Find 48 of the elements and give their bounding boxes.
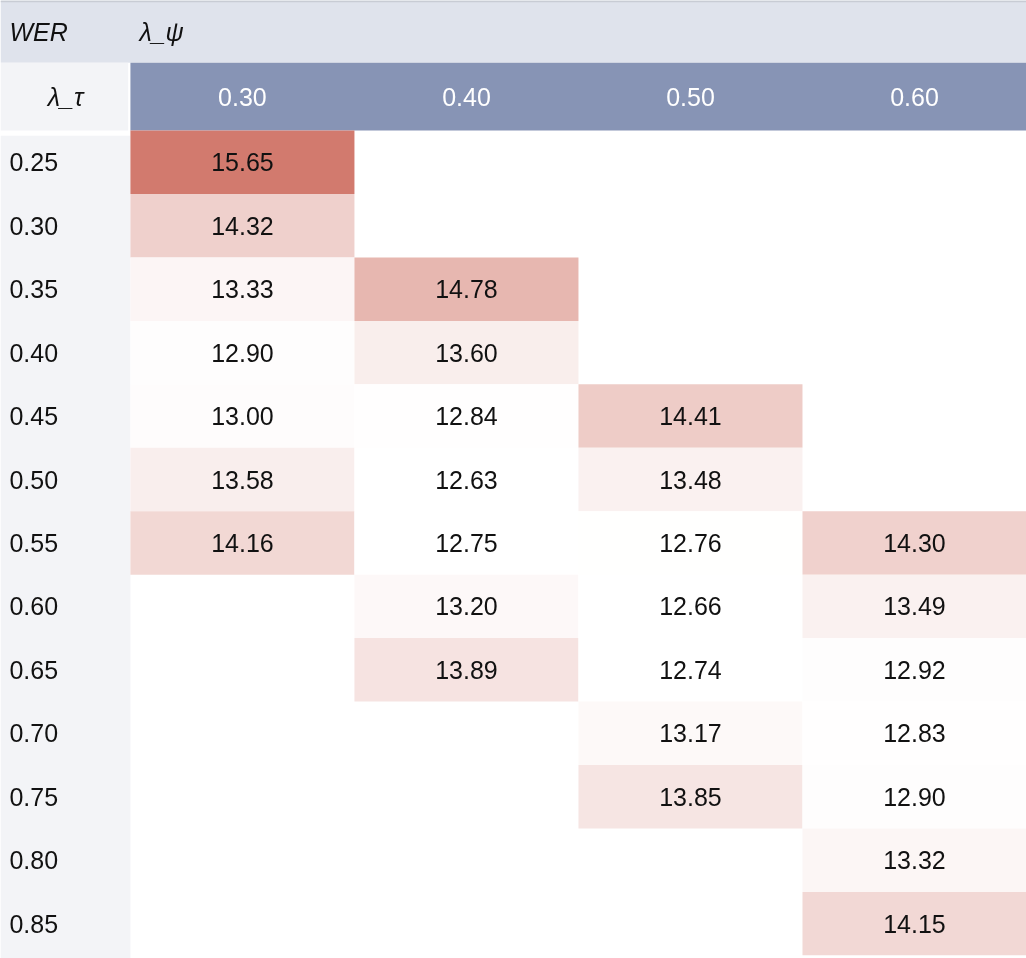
data-label: 13.20 xyxy=(435,592,498,621)
data-label: 13.48 xyxy=(659,465,722,494)
data-label: 12.66 xyxy=(659,592,722,621)
data-label: 13.60 xyxy=(435,338,498,367)
data-label: 12.83 xyxy=(883,719,946,748)
data-label: 13.33 xyxy=(211,275,274,304)
data-label: 12.84 xyxy=(435,402,498,431)
data-label: 13.58 xyxy=(211,465,274,494)
chart-title: WER xyxy=(9,17,68,46)
data-label: 13.17 xyxy=(659,719,722,748)
data-label: 14.30 xyxy=(883,528,946,557)
x-tick-label: 0.40 xyxy=(442,82,491,111)
data-label: 14.32 xyxy=(211,211,274,240)
data-label: 12.90 xyxy=(883,782,946,811)
x-axis-title: λ_ψ xyxy=(137,17,184,46)
y-tick-label: 0.25 xyxy=(9,148,59,177)
data-label: 15.65 xyxy=(211,148,274,177)
y-tick-label: 0.75 xyxy=(9,782,59,811)
y-tick-label: 0.45 xyxy=(9,402,59,431)
y-tick-label: 0.55 xyxy=(9,528,59,557)
x-tick-label: 0.60 xyxy=(890,82,939,111)
x-tick-label: 0.30 xyxy=(218,82,267,111)
data-label: 12.74 xyxy=(659,655,722,684)
data-label: 14.78 xyxy=(435,275,498,304)
y-tick-label: 0.65 xyxy=(9,655,59,684)
y-tick-label: 0.70 xyxy=(9,719,59,748)
data-label: 13.49 xyxy=(883,592,946,621)
data-label: 12.63 xyxy=(435,465,498,494)
y-tick-label: 0.35 xyxy=(9,275,59,304)
data-label: 14.15 xyxy=(883,909,946,938)
data-label: 12.76 xyxy=(659,528,722,557)
data-label: 13.89 xyxy=(435,655,498,684)
y-tick-label: 0.85 xyxy=(9,909,59,938)
y-tick-label: 0.60 xyxy=(9,592,59,621)
data-label: 13.85 xyxy=(659,782,722,811)
data-label: 14.16 xyxy=(211,528,274,557)
data-label: 13.32 xyxy=(883,846,946,875)
data-label: 12.92 xyxy=(883,655,946,684)
y-tick-label: 0.80 xyxy=(9,846,59,875)
y-axis-title: λ_τ xyxy=(45,82,85,111)
y-tick-label: 0.50 xyxy=(9,465,59,494)
data-label: 12.90 xyxy=(211,338,274,367)
x-tick-label: 0.50 xyxy=(666,82,715,111)
data-label: 14.41 xyxy=(659,402,722,431)
y-tick-label: 0.30 xyxy=(9,211,59,240)
data-label: 12.75 xyxy=(435,528,498,557)
data-label: 13.00 xyxy=(211,402,274,431)
y-tick-label: 0.40 xyxy=(9,338,59,367)
